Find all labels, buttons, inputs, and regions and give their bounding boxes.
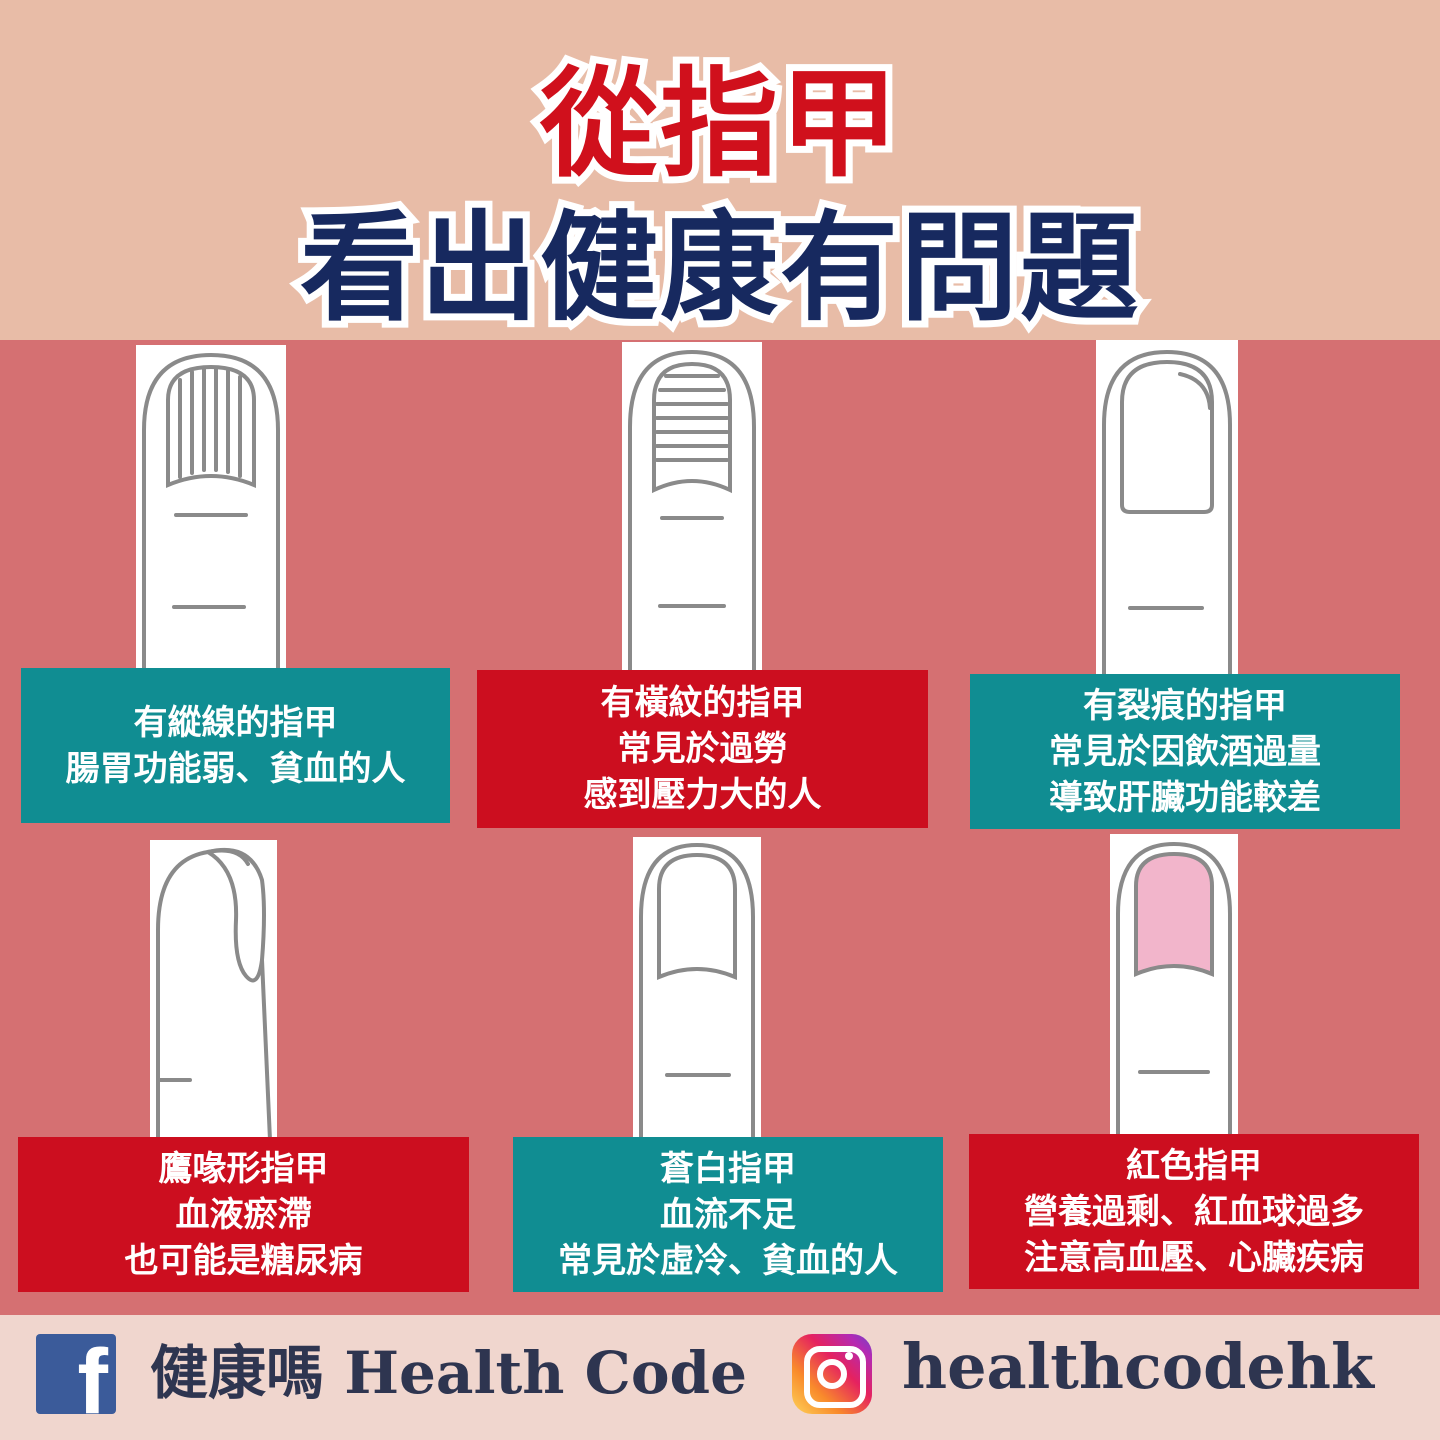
caption-line: 血液瘀滯 <box>175 1194 312 1235</box>
hooked-nail-illustration <box>150 840 277 1140</box>
caption-line: 營養過剩、紅血球過多 <box>1024 1191 1364 1232</box>
card-hooked-caption: 鷹喙形指甲 血液瘀滯 也可能是糖尿病 <box>18 1137 469 1292</box>
caption-line: 常見於過勞 <box>617 729 788 769</box>
cracked-nail-illustration <box>1096 340 1238 675</box>
card-cracked-caption: 有裂痕的指甲 常見於因飲酒過量 導致肝臟功能較差 <box>970 674 1400 829</box>
facebook-page-name[interactable]: 健康嗎 Health Code <box>150 1339 747 1407</box>
caption-line: 鷹喙形指甲 <box>158 1148 329 1189</box>
caption-line: 有橫紋的指甲 <box>600 683 805 723</box>
red-nail-illustration <box>1110 834 1238 1136</box>
caption-line: 常見於虛冷、貧血的人 <box>558 1240 898 1281</box>
facebook-letter: f <box>77 1334 108 1414</box>
caption-line: 血流不足 <box>660 1194 796 1235</box>
facebook-icon[interactable]: f <box>36 1334 116 1414</box>
caption-line: 也可能是糖尿病 <box>124 1240 363 1281</box>
caption-line: 感到壓力大的人 <box>583 775 822 815</box>
card-red-caption: 紅色指甲 營養過剩、紅血球過多 注意高血壓、心臟疾病 <box>969 1134 1419 1289</box>
instagram-handle[interactable]: healthcodehk <box>902 1330 1374 1403</box>
caption-line: 導致肝臟功能較差 <box>1049 777 1321 818</box>
caption-line: 有縱線的指甲 <box>133 702 338 743</box>
pale-nail-illustration <box>633 837 761 1140</box>
caption-line: 注意高血壓、心臟疾病 <box>1024 1237 1364 1278</box>
instagram-icon[interactable] <box>792 1334 872 1414</box>
title-line-2: 看出健康有問題 <box>293 192 1145 344</box>
title-line-1: 從指甲 <box>533 48 905 200</box>
caption-line: 腸胃功能弱、貧血的人 <box>65 748 406 789</box>
horizontal-lines-nail-illustration <box>622 342 762 672</box>
card-horizontal-lines-caption: 有橫紋的指甲 常見於過勞 感到壓力大的人 <box>477 670 928 828</box>
caption-line: 常見於因飲酒過量 <box>1049 731 1321 772</box>
caption-line: 蒼白指甲 <box>660 1148 796 1189</box>
header: 從指甲 看出健康有問題 <box>0 0 1440 344</box>
vertical-lines-nail-illustration <box>136 345 286 670</box>
nail-grid: 有縱線的指甲 腸胃功能弱、貧血的人 有橫紋的指甲 常見於過勞 感到壓力大的人 <box>0 340 1440 1315</box>
footer: f 健康嗎 Health Code healthcodehk <box>0 1315 1440 1440</box>
card-pale-caption: 蒼白指甲 血流不足 常見於虛冷、貧血的人 <box>513 1137 943 1292</box>
card-vertical-lines-caption: 有縱線的指甲 腸胃功能弱、貧血的人 <box>21 668 450 823</box>
caption-line: 有裂痕的指甲 <box>1083 685 1287 726</box>
caption-line: 紅色指甲 <box>1126 1145 1262 1186</box>
